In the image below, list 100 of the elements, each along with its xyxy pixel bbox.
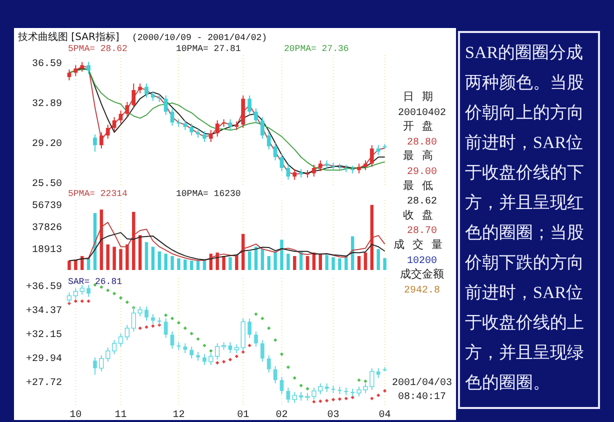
bar [228, 257, 232, 270]
x-tick-label: 01 [237, 410, 250, 421]
text: 28.62 [406, 196, 438, 208]
text: 10200 [406, 256, 438, 267]
point [74, 299, 78, 303]
bar [196, 260, 200, 270]
point [106, 288, 110, 292]
point [306, 386, 310, 391]
point [248, 344, 252, 348]
candlestick [144, 306, 148, 322]
bar [248, 251, 252, 270]
point [370, 396, 374, 400]
candlestick [248, 94, 252, 116]
candlestick [292, 392, 297, 404]
text: 20010402 [398, 108, 446, 119]
bar [254, 246, 258, 270]
candlestick [344, 387, 348, 396]
bar [68, 260, 71, 270]
candlestick [286, 164, 290, 180]
point [209, 349, 213, 353]
candlestick [112, 116, 116, 132]
y-tick-label: +32.15 [26, 330, 62, 342]
point [190, 332, 194, 336]
bar [164, 254, 168, 270]
point [118, 296, 123, 300]
bar [235, 254, 238, 270]
candlestick [118, 110, 123, 124]
point [280, 352, 284, 356]
bar [357, 256, 361, 270]
candlestick [66, 292, 72, 304]
annotation: SAR= 26.81 [68, 277, 122, 287]
candlestick [286, 387, 290, 404]
candlestick [364, 160, 368, 171]
candlestick [357, 163, 361, 174]
candlestick [208, 352, 214, 366]
bar [106, 244, 110, 270]
point [312, 400, 316, 404]
point [100, 285, 104, 289]
candlestick [376, 144, 380, 156]
point [176, 320, 180, 325]
text: 最高 [403, 149, 441, 162]
bar [151, 246, 155, 270]
bar [274, 251, 277, 270]
x-tick-label: 10 [70, 410, 82, 421]
bar [332, 257, 335, 270]
candlestick [190, 346, 194, 359]
candlestick [202, 130, 206, 142]
bar [190, 260, 194, 270]
candlestick [118, 333, 124, 348]
candlestick [67, 68, 72, 81]
candlestick [266, 354, 271, 374]
point [364, 379, 368, 383]
candlestick [228, 342, 232, 354]
candlestick [248, 318, 252, 338]
text: 08:40:17 [398, 392, 446, 403]
candlestick [112, 340, 117, 355]
y-tick-label: +29.94 [26, 354, 62, 365]
point [260, 316, 264, 320]
candlestick [151, 314, 155, 324]
bar [222, 256, 226, 270]
point [170, 316, 174, 320]
candlestick [151, 90, 155, 102]
text: 5PMA= 22314 [68, 189, 128, 199]
candlestick [292, 168, 297, 180]
text: 5PMA= 28.62 [68, 44, 128, 54]
candlestick [260, 116, 264, 140]
candlestick [344, 164, 348, 173]
point [382, 389, 387, 393]
text: 日期 [403, 90, 441, 103]
bar [126, 244, 129, 270]
y-tick-label: 29.20 [32, 138, 62, 150]
text: 2001/04/03 [392, 377, 452, 389]
y-tick-label: 25.50 [32, 179, 62, 190]
y-tick-label: +36.59 [26, 282, 62, 294]
chart-subtitle: (2000/10/09 - 2001/04/02) [132, 33, 268, 43]
point [376, 393, 380, 398]
bar [158, 251, 161, 270]
candlestick [124, 324, 130, 341]
candlestick [144, 83, 148, 98]
x-tick-label: 04 [378, 410, 391, 421]
bar [383, 258, 386, 270]
point [292, 376, 296, 380]
candlestick [254, 108, 258, 124]
point [357, 378, 361, 382]
point [216, 361, 220, 365]
candlestick [228, 118, 232, 131]
text: 10PMA= 16230 [176, 189, 241, 199]
bar [119, 249, 122, 270]
bar [325, 254, 328, 270]
point [164, 313, 168, 318]
candlestick [215, 120, 220, 138]
x-tick-label: 02 [276, 410, 288, 421]
candlestick [280, 376, 284, 395]
candlestick [266, 132, 271, 150]
candlestick [370, 144, 374, 168]
chart-title: 技术曲线图 [SAR指标] [17, 31, 120, 43]
candlestick [86, 284, 90, 298]
candlestick [164, 318, 168, 338]
bar [364, 252, 368, 270]
bar [184, 260, 187, 270]
